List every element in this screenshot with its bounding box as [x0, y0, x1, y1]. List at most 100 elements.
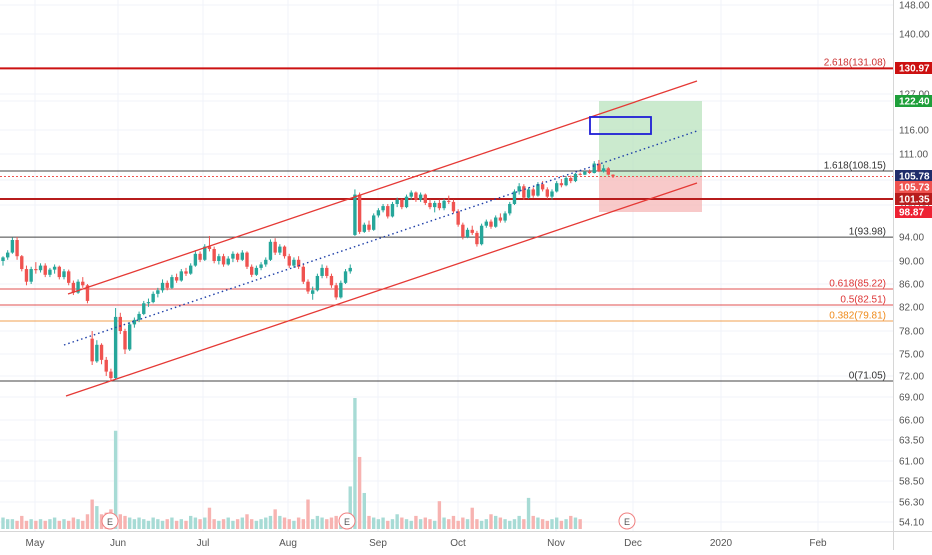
volume-bar: [494, 515, 498, 529]
volume-bar: [268, 515, 273, 529]
volume-bar: [29, 519, 33, 529]
volume-bar: [67, 520, 71, 529]
volume-bar: [15, 520, 19, 529]
volume-bar: [203, 517, 207, 529]
volume-bar: [489, 514, 493, 529]
volume-bar: [569, 515, 573, 529]
volume-bar: [301, 519, 305, 529]
volume-bar: [43, 520, 47, 529]
volume-bar: [160, 520, 165, 529]
volume-bar: [414, 515, 418, 529]
candle-body: [470, 229, 474, 233]
volume-bar: [447, 519, 451, 529]
candle-body: [174, 277, 179, 281]
candle-body: [160, 282, 165, 291]
candle-body: [475, 232, 479, 245]
volume-bar: [123, 515, 127, 529]
price-tick-label: 90.00: [899, 257, 924, 268]
candle-body: [245, 252, 249, 267]
volume-bar: [146, 520, 151, 529]
volume-bar: [578, 519, 582, 529]
volume-bar: [142, 519, 146, 529]
volume-bar: [555, 517, 559, 529]
volume-bar: [57, 520, 61, 529]
volume-bar: [296, 517, 301, 529]
volume-bar: [6, 519, 10, 529]
volume-bar: [48, 519, 52, 529]
time-tick-label: 2020: [710, 538, 733, 549]
candle-body: [601, 168, 606, 172]
price-tick-label: 75.00: [899, 350, 924, 361]
price-tick-label: 66.00: [899, 416, 924, 427]
candle-body: [367, 224, 371, 230]
candle-body: [52, 266, 57, 270]
volume-bar: [212, 519, 216, 529]
volume-bar: [306, 499, 310, 529]
price-tag-label: 105.73: [899, 183, 930, 194]
target-box: [589, 116, 652, 135]
fib-level-label: 0(71.05): [849, 371, 886, 382]
candle-body: [555, 183, 559, 192]
volume-bar: [325, 519, 329, 529]
candle-body: [90, 338, 94, 362]
candle-body: [414, 192, 418, 200]
volume-bar: [311, 519, 315, 529]
trend-midline: [63, 130, 698, 346]
candle-body: [20, 256, 24, 270]
fib-level-label: 0.5(82.51): [840, 295, 886, 306]
candle-body: [104, 359, 108, 372]
volume-bar: [24, 520, 29, 529]
candle-body: [306, 281, 310, 292]
volume-bar: [118, 514, 122, 529]
candle-body: [390, 203, 395, 217]
volume-bar: [207, 507, 212, 529]
candle-body: [287, 256, 291, 266]
candle-body: [250, 266, 254, 275]
candle-body: [442, 200, 446, 209]
volume-bar: [536, 517, 540, 529]
volume-bar: [245, 514, 249, 529]
volume-bar: [320, 517, 324, 529]
price-tag: [895, 62, 932, 74]
candle-body: [578, 173, 582, 175]
volume-bar: [479, 520, 484, 529]
candle-body: [334, 285, 338, 298]
volume-bar: [292, 520, 296, 529]
candle-body: [179, 271, 183, 281]
candle-body: [38, 265, 43, 271]
volume-bar: [526, 497, 531, 529]
volume-bar: [315, 515, 320, 529]
volume-bar: [282, 517, 287, 529]
candle-body: [212, 249, 216, 261]
candle-body: [517, 186, 521, 192]
candle-body: [479, 225, 484, 245]
candle-body: [559, 183, 564, 186]
candle-body: [550, 191, 554, 197]
volume-bar: [367, 515, 371, 529]
fib-level-label: 1.618(108.15): [824, 161, 886, 172]
volume-bar: [132, 519, 137, 529]
candle-body: [254, 267, 259, 275]
candle-body: [583, 171, 587, 175]
candle-body: [386, 206, 390, 217]
volume-bar: [226, 517, 230, 529]
candle-body: [461, 224, 465, 237]
volume-bar: [151, 517, 155, 529]
candle-body: [268, 241, 273, 260]
volume-bar: [404, 519, 409, 529]
candle-body: [611, 174, 615, 177]
candle-body: [142, 303, 146, 314]
price-tick-label: 58.50: [899, 477, 924, 488]
candle-body: [494, 217, 498, 227]
candle-body: [376, 210, 381, 216]
volume-bar: [418, 519, 423, 529]
volume-bar: [545, 520, 549, 529]
volume-bar: [442, 517, 446, 529]
candle-body: [531, 189, 535, 196]
candle-body: [428, 202, 432, 208]
candle-body: [536, 184, 540, 196]
volume-bar: [221, 519, 226, 529]
volume-bar: [240, 517, 244, 529]
